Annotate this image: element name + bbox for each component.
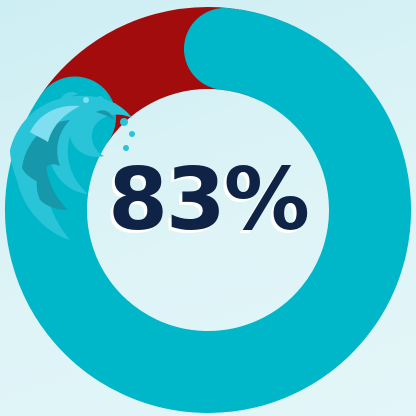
donut-slice-primary	[5, 7, 411, 413]
percentage-label: 83%	[108, 150, 310, 250]
ocean-wave-icon	[10, 92, 135, 240]
